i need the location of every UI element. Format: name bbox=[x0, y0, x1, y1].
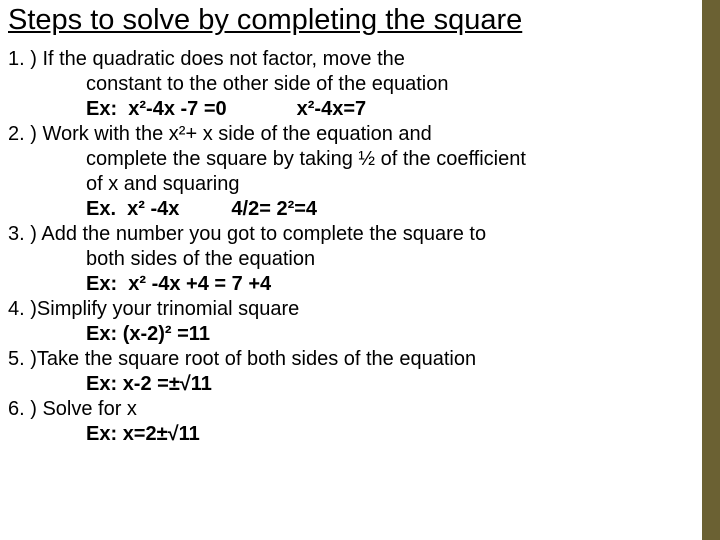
step-3-example: Ex: x² -4x +4 = 7 +4 bbox=[8, 272, 698, 297]
step-6: 6. ) Solve for x bbox=[8, 397, 698, 422]
step-2-line-b: of x and squaring bbox=[8, 172, 698, 197]
example-a: x-2 =±√11 bbox=[123, 373, 212, 395]
example-a: x²-4x -7 =0 bbox=[128, 98, 226, 120]
step-number: 4. ) bbox=[8, 298, 37, 320]
step-5-example: Ex: x-2 =±√11 bbox=[8, 372, 698, 397]
step-text: If the quadratic does not factor, move t… bbox=[42, 48, 404, 70]
step-4-example: Ex: (x-2)² =11 bbox=[8, 322, 698, 347]
step-text: Take the square root of both sides of th… bbox=[37, 348, 476, 370]
step-text: Solve for x bbox=[42, 398, 136, 420]
step-5: 5. )Take the square root of both sides o… bbox=[8, 347, 698, 372]
step-number: 2. ) bbox=[8, 123, 42, 145]
step-2-line-a: complete the square by taking ½ of the c… bbox=[8, 147, 698, 172]
step-1: 1. ) If the quadratic does not factor, m… bbox=[8, 47, 698, 72]
step-number: 3. ) bbox=[8, 223, 41, 245]
example-label: Ex: bbox=[86, 98, 117, 120]
step-1-example: Ex: x²-4x -7 =0 x²-4x=7 bbox=[8, 97, 698, 122]
slide-content: Steps to solve by completing the square … bbox=[0, 0, 720, 447]
step-4: 4. )Simplify your trinomial square bbox=[8, 297, 698, 322]
example-b: 4/2= 2²=4 bbox=[231, 198, 317, 220]
example-a: x=2±√11 bbox=[123, 423, 200, 445]
step-number: 6. ) bbox=[8, 398, 42, 420]
example-b: x²-4x=7 bbox=[297, 98, 367, 120]
step-text: Work with the x²+ x side of the equation… bbox=[42, 123, 431, 145]
example-a: (x-2)² =11 bbox=[123, 323, 210, 345]
step-2-example: Ex. x² -4x 4/2= 2²=4 bbox=[8, 197, 698, 222]
step-text: Simplify your trinomial square bbox=[37, 298, 299, 320]
example-a: x² -4x +4 = 7 +4 bbox=[128, 273, 271, 295]
step-3-line: both sides of the equation bbox=[8, 247, 698, 272]
step-2: 2. ) Work with the x²+ x side of the equ… bbox=[8, 122, 698, 147]
example-label: Ex: bbox=[86, 323, 117, 345]
example-label: Ex: bbox=[86, 373, 117, 395]
example-label: Ex: bbox=[86, 273, 117, 295]
example-label: Ex. bbox=[86, 198, 116, 220]
step-number: 5. ) bbox=[8, 348, 37, 370]
step-6-example: Ex: x=2±√11 bbox=[8, 422, 698, 447]
page-title: Steps to solve by completing the square bbox=[8, 4, 698, 37]
step-3: 3. ) Add the number you got to complete … bbox=[8, 222, 698, 247]
example-a: x² -4x bbox=[127, 198, 179, 220]
step-number: 1. ) bbox=[8, 48, 42, 70]
step-text: Add the number you got to complete the s… bbox=[41, 223, 486, 245]
side-accent-bar bbox=[702, 0, 720, 540]
step-1-line: constant to the other side of the equati… bbox=[8, 72, 698, 97]
example-label: Ex: bbox=[86, 423, 117, 445]
